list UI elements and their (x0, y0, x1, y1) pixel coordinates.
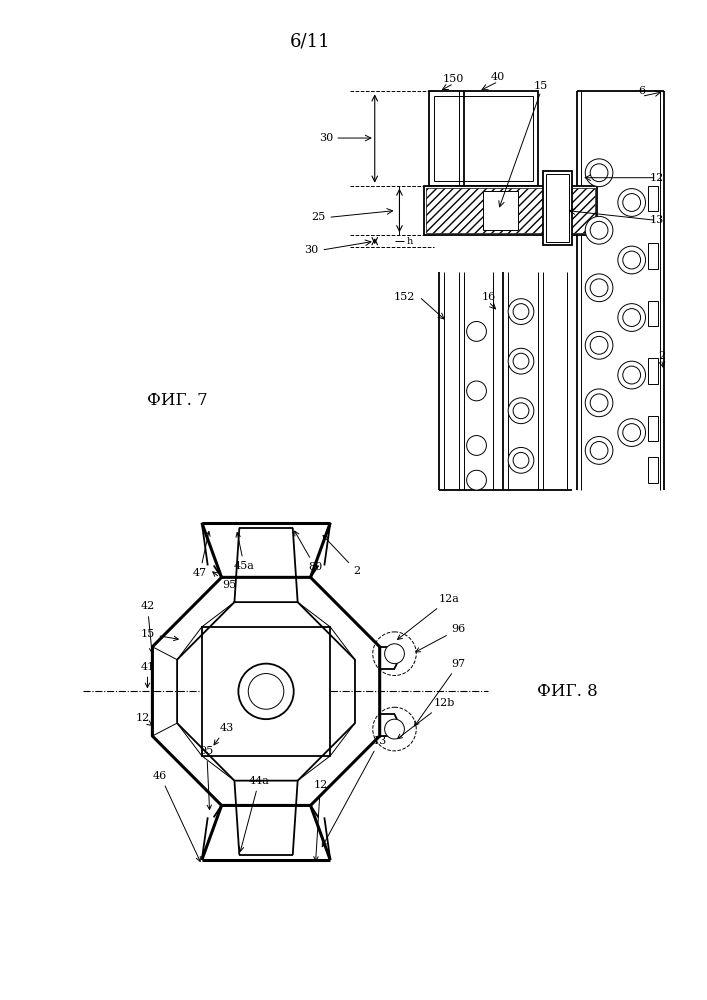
Circle shape (585, 437, 613, 464)
Bar (434, 96, 533, 181)
Circle shape (508, 447, 534, 473)
Text: 2: 2 (323, 536, 361, 576)
Text: 42: 42 (140, 601, 155, 653)
Bar (648, 457, 658, 483)
Text: 30: 30 (319, 133, 333, 143)
Circle shape (623, 309, 641, 326)
Text: 12: 12 (136, 713, 152, 726)
Circle shape (590, 441, 608, 459)
Text: h: h (407, 237, 412, 246)
Text: 150: 150 (443, 74, 464, 84)
Text: 12a: 12a (397, 594, 460, 639)
Text: 80: 80 (295, 531, 322, 572)
Circle shape (623, 194, 641, 211)
Text: 13: 13 (649, 215, 663, 225)
Bar (648, 358, 658, 384)
Text: 96: 96 (416, 624, 466, 652)
Circle shape (618, 304, 645, 331)
Circle shape (385, 644, 404, 664)
Text: 12b: 12b (397, 698, 455, 739)
Text: 44a: 44a (240, 776, 269, 851)
Bar (429, 91, 538, 186)
Text: ФИГ. 8: ФИГ. 8 (537, 683, 598, 700)
Circle shape (513, 403, 529, 419)
Circle shape (590, 394, 608, 412)
Circle shape (238, 664, 293, 719)
Circle shape (248, 674, 284, 709)
Text: ФИГ. 7: ФИГ. 7 (147, 392, 207, 409)
Circle shape (385, 719, 404, 739)
Bar (543, 171, 573, 245)
Circle shape (467, 436, 486, 455)
Circle shape (623, 251, 641, 269)
Text: 12: 12 (649, 173, 663, 183)
Circle shape (508, 299, 534, 324)
Bar (546, 174, 569, 242)
Text: 95: 95 (213, 572, 237, 590)
Circle shape (590, 336, 608, 354)
Bar (648, 416, 658, 441)
Circle shape (585, 216, 613, 244)
Text: 45a: 45a (234, 533, 255, 571)
Bar (484, 191, 518, 230)
Text: 41: 41 (140, 662, 155, 688)
Text: 15: 15 (140, 629, 178, 641)
Circle shape (623, 424, 641, 441)
Text: 2: 2 (658, 351, 665, 361)
Circle shape (467, 381, 486, 401)
Text: 47: 47 (193, 532, 210, 578)
Text: 15: 15 (534, 81, 548, 91)
Circle shape (590, 279, 608, 297)
Circle shape (590, 164, 608, 182)
Circle shape (618, 189, 645, 216)
Circle shape (585, 331, 613, 359)
Circle shape (618, 361, 645, 389)
Bar (201, 627, 330, 756)
Text: 12: 12 (313, 780, 327, 861)
Circle shape (585, 389, 613, 417)
Circle shape (513, 353, 529, 369)
Circle shape (590, 221, 608, 239)
Circle shape (585, 159, 613, 187)
Circle shape (618, 419, 645, 446)
Text: 6: 6 (638, 86, 645, 96)
Bar (648, 301, 658, 326)
Bar (648, 186, 658, 211)
Text: 152: 152 (394, 292, 415, 302)
Text: 46: 46 (153, 771, 200, 861)
Circle shape (508, 398, 534, 424)
Circle shape (618, 246, 645, 274)
Circle shape (585, 274, 613, 302)
Text: 13: 13 (322, 736, 387, 847)
Bar (426, 188, 595, 233)
Text: 40: 40 (491, 72, 506, 82)
Text: 30: 30 (304, 245, 318, 255)
Text: 6/11: 6/11 (290, 33, 331, 51)
Text: 16: 16 (481, 292, 496, 302)
Circle shape (623, 366, 641, 384)
Text: 25: 25 (311, 212, 325, 222)
Circle shape (508, 348, 534, 374)
Circle shape (467, 322, 486, 341)
Bar (648, 243, 658, 269)
Text: 95: 95 (199, 746, 214, 810)
Circle shape (513, 304, 529, 320)
Text: 43: 43 (214, 723, 233, 745)
Bar (424, 186, 597, 235)
Circle shape (513, 452, 529, 468)
Text: 97: 97 (414, 659, 466, 726)
Circle shape (467, 470, 486, 490)
